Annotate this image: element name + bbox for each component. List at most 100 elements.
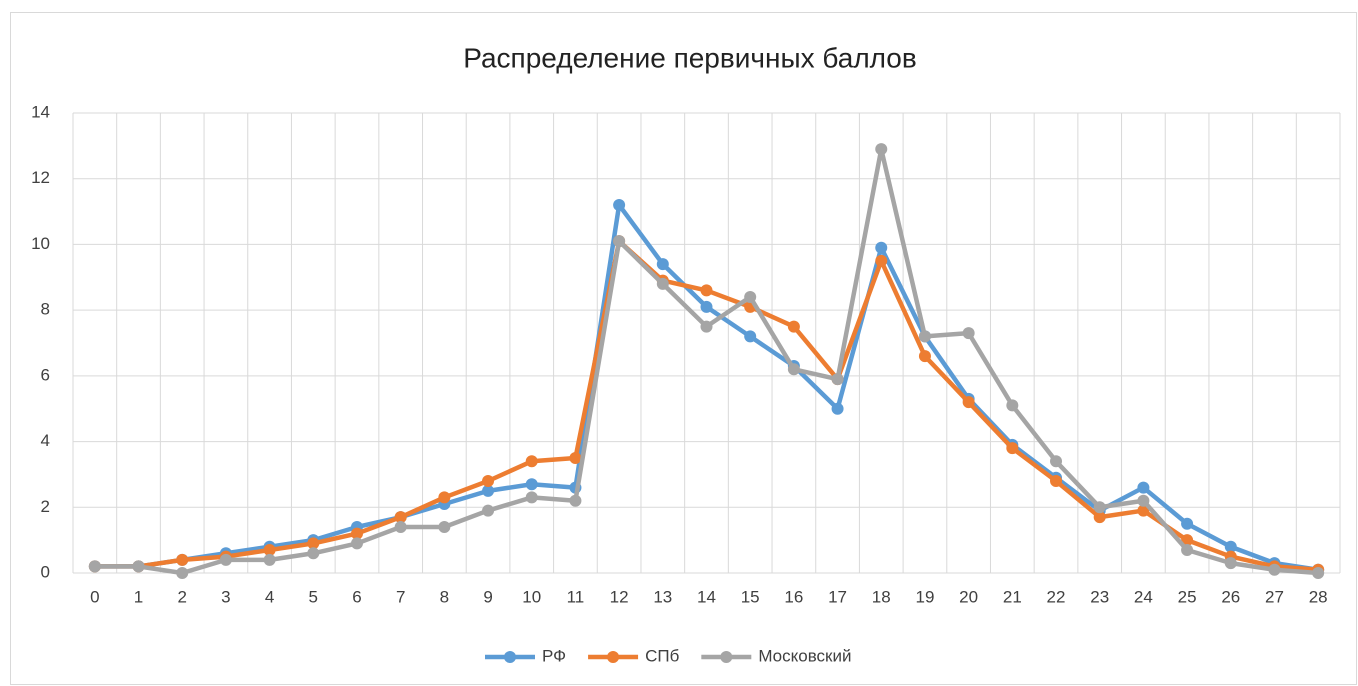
- point: [613, 199, 626, 211]
- point: [1268, 563, 1281, 576]
- x-tick-label: 13: [653, 587, 672, 606]
- point: [482, 484, 495, 497]
- x-tick-label: 10: [522, 587, 541, 606]
- x-tick-label: 14: [697, 587, 716, 606]
- point: [962, 327, 975, 340]
- y-tick-label: 10: [31, 234, 50, 253]
- point: [875, 143, 888, 156]
- point: [1006, 399, 1019, 412]
- point: [744, 291, 757, 303]
- legend-label: РФ: [542, 646, 566, 665]
- legend-marker: [720, 651, 733, 663]
- point: [438, 491, 451, 504]
- point: [613, 235, 626, 248]
- point: [1224, 540, 1237, 553]
- y-tick-label: 14: [31, 102, 50, 121]
- point: [307, 547, 320, 560]
- x-tick-label: 6: [352, 587, 361, 606]
- point: [918, 330, 931, 343]
- point: [263, 553, 276, 566]
- x-tick-label: 23: [1090, 587, 1109, 606]
- y-tick-label: 2: [41, 497, 50, 516]
- point: [1093, 501, 1106, 514]
- legend-label: Московский: [758, 646, 851, 665]
- point: [831, 373, 844, 386]
- x-tick-label: 20: [959, 587, 978, 606]
- x-tick-label: 4: [265, 587, 274, 606]
- point: [176, 553, 189, 566]
- point: [700, 300, 713, 313]
- y-tick-label: 0: [41, 562, 50, 581]
- point: [831, 402, 844, 415]
- point: [525, 478, 538, 491]
- point: [1181, 517, 1194, 530]
- point: [482, 475, 495, 487]
- y-tick-label: 6: [41, 365, 50, 384]
- x-tick-label: 2: [177, 587, 186, 606]
- x-tick-label: 27: [1265, 587, 1284, 606]
- point: [656, 277, 669, 290]
- point: [875, 241, 888, 254]
- x-tick-label: 17: [828, 587, 847, 606]
- point: [1137, 494, 1150, 507]
- point: [569, 494, 582, 507]
- point: [350, 537, 363, 550]
- point: [307, 537, 320, 550]
- point: [525, 455, 538, 468]
- point: [787, 363, 800, 376]
- y-tick-label: 4: [41, 431, 50, 450]
- x-tick-label: 25: [1178, 587, 1197, 606]
- x-tick-label: 19: [915, 587, 934, 606]
- x-tick-label: 9: [483, 587, 492, 606]
- point: [875, 254, 888, 267]
- point: [132, 560, 145, 573]
- x-tick-label: 15: [741, 587, 760, 606]
- x-tick-label: 16: [784, 587, 803, 606]
- point: [482, 504, 495, 517]
- point: [438, 521, 451, 533]
- x-tick-label: 7: [396, 587, 405, 606]
- point: [176, 567, 189, 579]
- point: [656, 258, 669, 271]
- point: [1312, 567, 1325, 579]
- point: [1093, 511, 1106, 524]
- point: [219, 553, 232, 566]
- point: [350, 527, 363, 540]
- point: [1050, 455, 1063, 468]
- point: [1224, 557, 1237, 570]
- x-tick-label: 11: [567, 587, 585, 606]
- x-tick-label: 1: [134, 587, 143, 606]
- point: [1181, 534, 1194, 547]
- chart-title: Распределение первичных баллов: [463, 42, 917, 73]
- point: [962, 396, 975, 409]
- legend-label: СПб: [645, 646, 679, 665]
- point: [263, 544, 276, 556]
- point: [1137, 481, 1150, 494]
- x-tick-label: 12: [610, 587, 629, 606]
- x-tick-label: 21: [1003, 587, 1022, 606]
- x-tick-label: 28: [1309, 587, 1328, 606]
- point: [394, 521, 407, 533]
- legend-marker: [504, 651, 516, 663]
- point: [1181, 544, 1194, 556]
- point: [1006, 442, 1019, 455]
- point: [918, 350, 931, 363]
- x-tick-label: 22: [1047, 587, 1066, 606]
- legend-marker: [607, 651, 620, 663]
- point: [744, 330, 757, 343]
- point: [787, 320, 800, 333]
- point: [1137, 504, 1150, 517]
- point: [1050, 475, 1063, 487]
- point: [525, 491, 538, 504]
- point: [700, 284, 713, 297]
- x-tick-label: 26: [1221, 587, 1240, 606]
- point: [88, 560, 101, 573]
- y-tick-label: 12: [31, 168, 50, 187]
- x-tick-label: 5: [309, 587, 318, 606]
- x-tick-label: 24: [1134, 587, 1153, 606]
- x-tick-label: 0: [90, 587, 99, 606]
- x-tick-label: 18: [872, 587, 891, 606]
- x-tick-label: 8: [440, 587, 449, 606]
- y-tick-label: 8: [41, 300, 50, 319]
